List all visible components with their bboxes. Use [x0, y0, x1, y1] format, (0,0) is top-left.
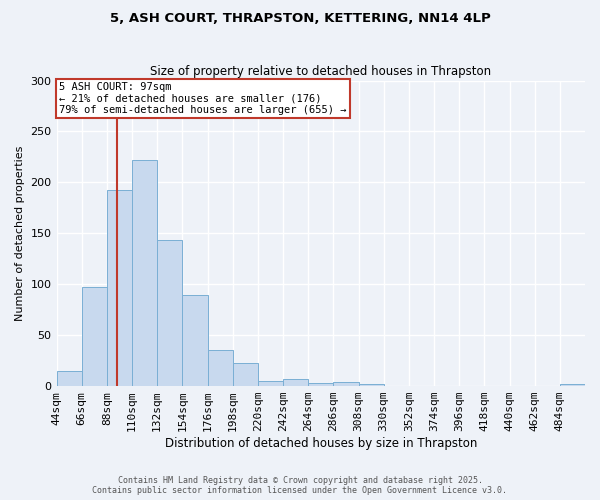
Bar — [560, 384, 585, 386]
Bar — [107, 190, 132, 386]
Bar — [56, 371, 82, 386]
X-axis label: Distribution of detached houses by size in Thrapston: Distribution of detached houses by size … — [164, 437, 477, 450]
Bar — [283, 379, 308, 386]
Text: 5, ASH COURT, THRAPSTON, KETTERING, NN14 4LP: 5, ASH COURT, THRAPSTON, KETTERING, NN14… — [110, 12, 490, 26]
Y-axis label: Number of detached properties: Number of detached properties — [15, 146, 25, 321]
Text: Contains HM Land Registry data © Crown copyright and database right 2025.
Contai: Contains HM Land Registry data © Crown c… — [92, 476, 508, 495]
Bar — [82, 288, 107, 386]
Bar — [308, 383, 334, 386]
Bar — [258, 381, 283, 386]
Bar — [182, 296, 208, 386]
Text: 5 ASH COURT: 97sqm
← 21% of detached houses are smaller (176)
79% of semi-detach: 5 ASH COURT: 97sqm ← 21% of detached hou… — [59, 82, 347, 116]
Bar — [359, 384, 383, 386]
Bar — [157, 240, 182, 386]
Bar — [132, 160, 157, 386]
Title: Size of property relative to detached houses in Thrapston: Size of property relative to detached ho… — [150, 65, 491, 78]
Bar — [233, 362, 258, 386]
Bar — [208, 350, 233, 386]
Bar — [334, 382, 359, 386]
